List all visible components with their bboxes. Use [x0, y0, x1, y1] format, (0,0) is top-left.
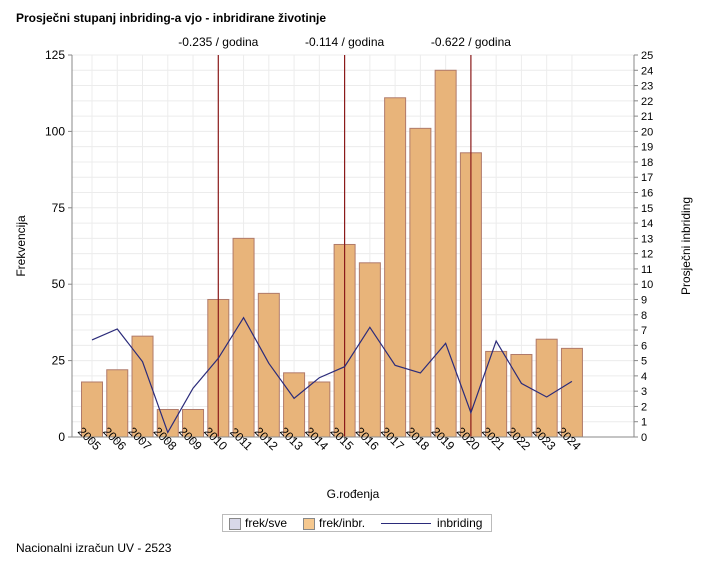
y2-tick-label: 10	[641, 279, 653, 291]
y2-tick-label: 6	[641, 340, 647, 352]
y2-tick-label: 23	[641, 81, 653, 93]
bar-2019	[434, 69, 457, 438]
y2-tick-label: 22	[641, 96, 653, 108]
bar-2023	[535, 338, 558, 438]
y2-tick-label: 20	[641, 126, 653, 138]
y2-tick-label: 19	[641, 142, 653, 154]
y2-tick-label: 2	[641, 401, 647, 413]
y-tick-label: 50	[52, 277, 66, 291]
bar-2017	[384, 97, 407, 438]
y-tick-label: 25	[52, 354, 66, 368]
bar-2012	[257, 292, 280, 438]
y2-tick-label: 1	[641, 417, 647, 429]
reference-label: -0.235 / godina	[178, 35, 258, 49]
y-tick-label: 0	[58, 430, 65, 444]
y-tick-label: 100	[45, 124, 65, 138]
y2-tick-label: 13	[641, 233, 653, 245]
legend-line	[381, 523, 432, 525]
y2-tick-label: 25	[641, 50, 653, 62]
y2-tick-label: 4	[641, 371, 647, 383]
y2-tick-label: 16	[641, 188, 653, 200]
reference-label: -0.114 / godina	[305, 35, 384, 49]
y2-tick-label: 17	[641, 172, 653, 184]
chart-svg: -0.235 / godina -0.114 / godina -0.622 / g…	[14, 35, 693, 501]
y2-tick-label: 9	[641, 294, 647, 306]
legend: frek/sve frek/inbr. inbriding	[222, 514, 492, 532]
reference-label: -0.622 / godina	[431, 35, 511, 49]
legend-label: inbriding	[437, 516, 483, 530]
y2-tick-label: 0	[641, 432, 647, 444]
y2-tick-label: 18	[641, 157, 653, 169]
y-tick-label: 125	[45, 48, 65, 62]
y2-tick-label: 3	[641, 386, 647, 398]
legend-item-frek-sve: frek/sve	[229, 516, 287, 530]
y2-tick-label: 7	[641, 325, 647, 337]
y2-tick-label: 15	[641, 203, 653, 215]
y2-tick-label: 8	[641, 310, 647, 322]
y2-tick-label: 11	[641, 264, 652, 276]
inbriding-line	[91, 316, 573, 434]
y2-tick-label: 21	[641, 111, 653, 123]
x-axis-label: G.rođenja	[327, 487, 380, 501]
legend-swatch	[303, 517, 316, 530]
y2-tick-label: 5	[641, 356, 647, 368]
y2-tick-label: 24	[641, 65, 653, 77]
legend-label: frek/sve	[245, 516, 288, 530]
legend-label: frek/inbr.	[319, 516, 366, 530]
legend-swatch	[229, 517, 241, 530]
bar-2018	[409, 127, 432, 438]
y2-tick-label: 12	[641, 249, 653, 261]
legend-item-frek-inbr: frek/inbr.	[303, 516, 365, 530]
bar-2016	[358, 262, 381, 438]
bar-2011	[232, 237, 255, 438]
y2-tick-label: 14	[641, 218, 653, 230]
y-axis-label: Frekvencija	[14, 215, 28, 277]
y2-axis-label: Prosječni inbriding	[679, 197, 693, 295]
footer-note: Nacionalni izračun UV - 2523	[16, 541, 172, 555]
y-tick-label: 75	[52, 201, 66, 215]
legend-item-inbriding: inbriding	[381, 516, 482, 530]
chart-title: Prosječni stupanj inbriding-a vjo - inbr…	[16, 11, 327, 25]
